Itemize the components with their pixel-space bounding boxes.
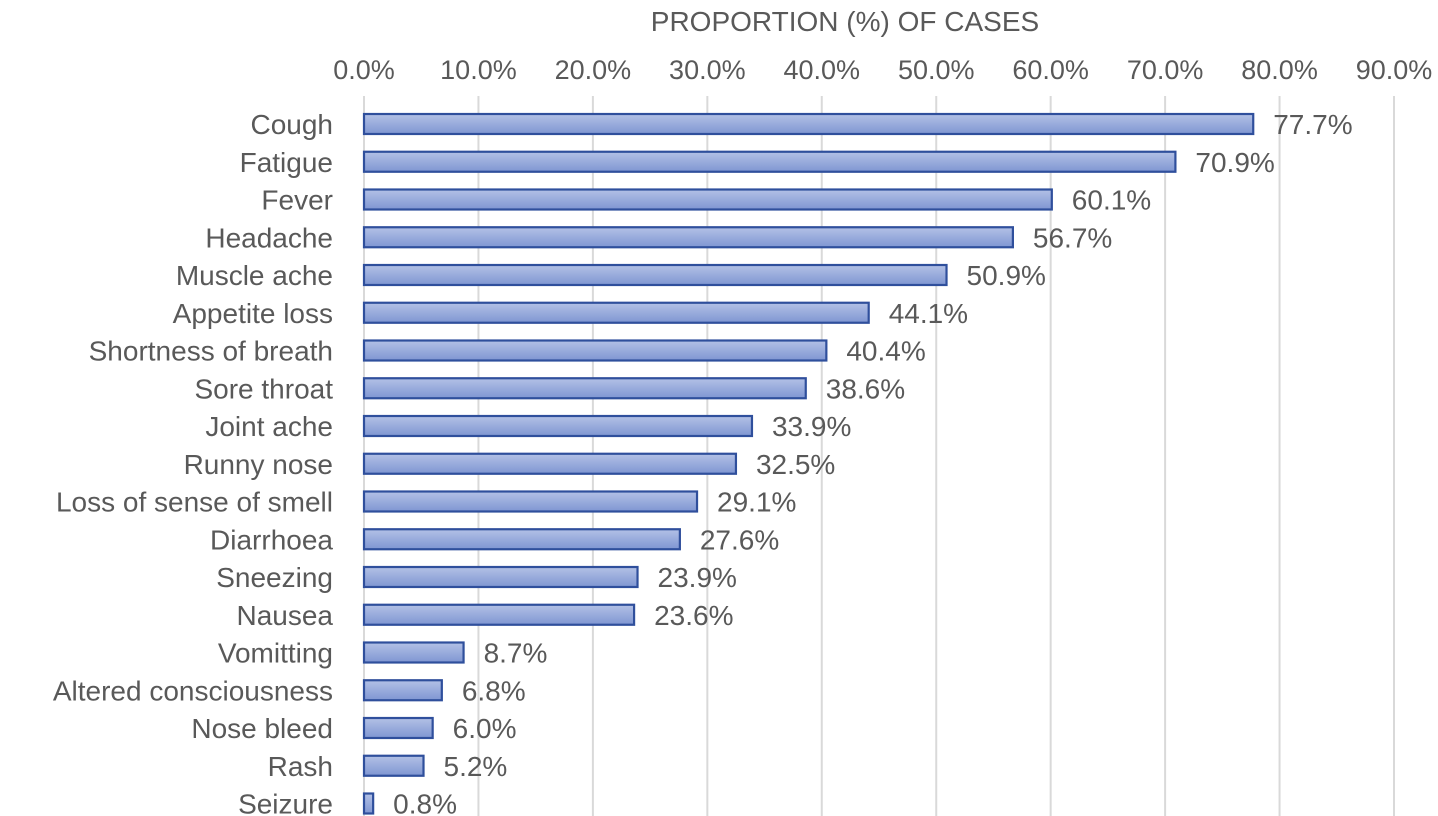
x-tick-label: 70.0% [1127, 55, 1204, 85]
bar-nausea [362, 603, 636, 626]
data-label: 27.6% [700, 524, 779, 555]
bar-vomitting [362, 641, 465, 664]
bar-nose-bleed [362, 716, 434, 740]
data-label: 23.9% [658, 562, 737, 593]
bar-joint-ache [362, 414, 754, 438]
bar-headache [362, 226, 1015, 249]
data-label: 56.7% [1033, 222, 1112, 253]
category-label: Headache [205, 222, 333, 253]
bar-fever [362, 188, 1053, 211]
category-label: Sneezing [216, 562, 333, 593]
data-label: 44.1% [889, 298, 968, 329]
category-label: Seizure [238, 789, 333, 816]
bar-altered-consciousness [362, 679, 443, 702]
gridlines [363, 96, 1395, 816]
category-label: Runny nose [184, 449, 333, 480]
data-label: 5.2% [444, 751, 508, 782]
category-label: Joint ache [205, 411, 333, 442]
data-label: 60.1% [1072, 185, 1151, 216]
x-tick-label: 30.0% [669, 55, 746, 85]
data-label: 8.7% [484, 638, 548, 669]
bar-loss-of-sense-of-smell [362, 490, 699, 513]
category-label: Rash [268, 751, 333, 782]
x-tick-labels: 0.0% 10.0% 20.0% 30.0% 40.0% 50.0% 60.0% 70.0% 8… [333, 55, 1432, 85]
bar-sore-throat [362, 377, 807, 400]
data-label: 23.6% [654, 600, 733, 631]
data-label: 6.8% [462, 675, 526, 706]
data-label: 50.9% [967, 260, 1046, 291]
category-label: Diarrhoea [210, 524, 333, 555]
bar-seizure [362, 792, 375, 815]
bars [362, 112, 1255, 815]
category-labels: Cough Fatigue Fever Headache Muscle ache Appe… [53, 109, 334, 816]
category-label: Nausea [236, 600, 333, 631]
x-tick-label: 90.0% [1356, 55, 1433, 85]
data-label: 6.0% [453, 713, 517, 744]
x-tick-label: 0.0% [333, 55, 395, 85]
data-label: 0.8% [393, 789, 457, 816]
x-tick-label: 10.0% [440, 55, 517, 85]
category-label: Loss of sense of smell [56, 487, 333, 518]
data-labels: 77.7% 70.9% 60.1% 56.7% 50.9% 44.1% 40.4% 38.6%… [393, 109, 1352, 816]
data-label: 40.4% [846, 336, 925, 367]
data-label: 70.9% [1195, 147, 1274, 178]
category-label: Cough [250, 109, 333, 140]
category-label: Appetite loss [173, 298, 333, 329]
category-label: Nose bleed [191, 713, 333, 744]
data-label: 38.6% [826, 373, 905, 404]
bar-sneezing [362, 565, 639, 589]
bar-appetite-loss [362, 301, 870, 324]
category-label: Altered consciousness [53, 675, 333, 706]
category-label: Sore throat [194, 373, 333, 404]
x-tick-label: 60.0% [1012, 55, 1089, 85]
data-label: 77.7% [1273, 109, 1352, 140]
bar-shortness-of-breath [362, 339, 828, 362]
x-axis-title: PROPORTION (%) OF CASES [651, 6, 1039, 37]
x-tick-label: 80.0% [1241, 55, 1318, 85]
bar-runny-nose [362, 452, 738, 475]
category-label: Fatigue [240, 147, 333, 178]
data-label: 29.1% [717, 487, 796, 518]
bar-muscle-ache [362, 263, 948, 287]
category-label: Fever [261, 185, 333, 216]
bar-rash [362, 754, 425, 777]
bar-cough [362, 112, 1255, 136]
category-label: Shortness of breath [89, 336, 333, 367]
data-label: 32.5% [756, 449, 835, 480]
bar-diarrhoea [362, 528, 681, 551]
bar-fatigue [362, 150, 1177, 173]
data-label: 33.9% [772, 411, 851, 442]
category-label: Muscle ache [176, 260, 333, 291]
x-tick-label: 40.0% [783, 55, 860, 85]
x-tick-label: 20.0% [555, 55, 632, 85]
x-tick-label: 50.0% [898, 55, 975, 85]
category-label: Vomitting [218, 638, 333, 669]
